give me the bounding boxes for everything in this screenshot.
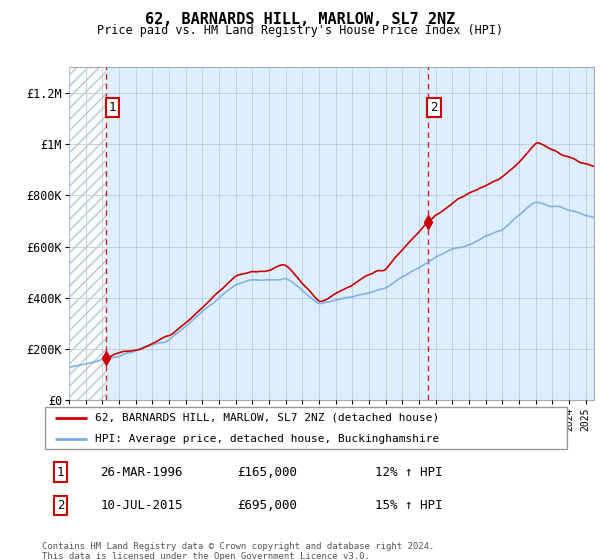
Text: 2: 2 [57,499,64,512]
Text: 2: 2 [430,101,438,114]
FancyBboxPatch shape [44,407,568,449]
Text: 12% ↑ HPI: 12% ↑ HPI [374,465,442,479]
Text: 26-MAR-1996: 26-MAR-1996 [100,465,182,479]
Text: 1: 1 [109,101,116,114]
Text: 62, BARNARDS HILL, MARLOW, SL7 2NZ: 62, BARNARDS HILL, MARLOW, SL7 2NZ [145,12,455,27]
Text: 10-JUL-2015: 10-JUL-2015 [100,499,182,512]
Text: Price paid vs. HM Land Registry's House Price Index (HPI): Price paid vs. HM Land Registry's House … [97,24,503,36]
Text: HPI: Average price, detached house, Buckinghamshire: HPI: Average price, detached house, Buck… [95,434,439,444]
Text: 15% ↑ HPI: 15% ↑ HPI [374,499,442,512]
Bar [69,67,106,400]
Text: Contains HM Land Registry data © Crown copyright and database right 2024.
This d: Contains HM Land Registry data © Crown c… [42,542,434,560]
Text: £695,000: £695,000 [238,499,298,512]
Text: 62, BARNARDS HILL, MARLOW, SL7 2NZ (detached house): 62, BARNARDS HILL, MARLOW, SL7 2NZ (deta… [95,413,439,423]
Text: £165,000: £165,000 [238,465,298,479]
Text: 1: 1 [57,465,64,479]
